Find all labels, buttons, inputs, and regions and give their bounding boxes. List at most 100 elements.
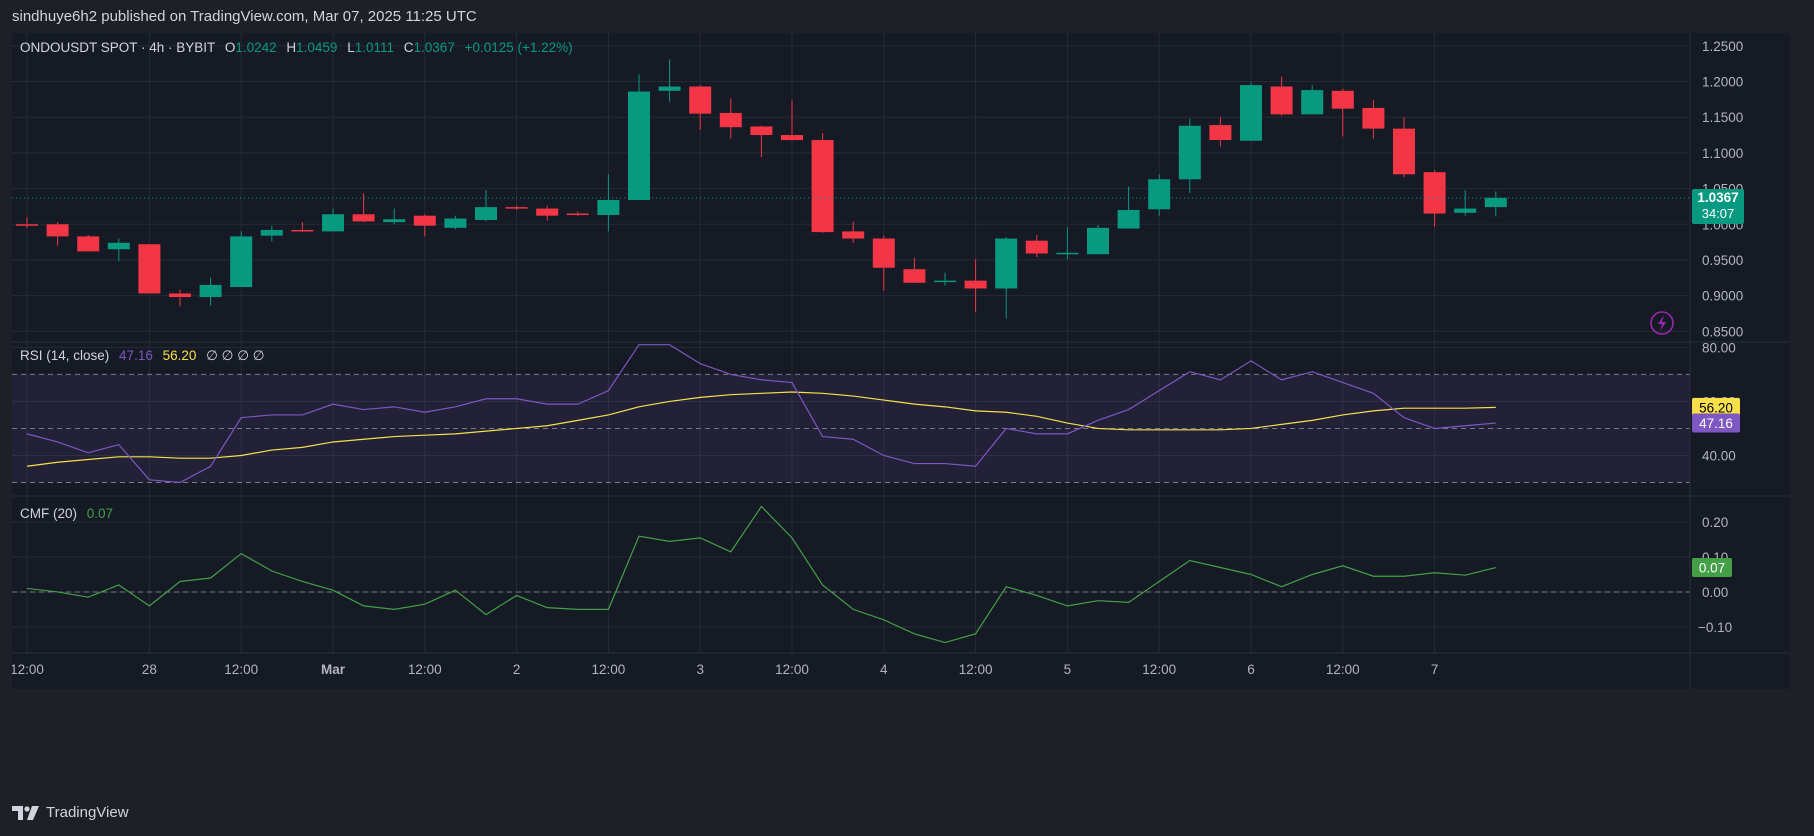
candle-body <box>413 215 436 226</box>
price-tick-label: 1.1000 <box>1702 146 1743 161</box>
candle <box>811 132 834 233</box>
candle-body <box>995 238 1018 289</box>
candle <box>964 259 987 313</box>
time-tick-label: 3 <box>696 662 704 677</box>
candle-body <box>1331 90 1354 109</box>
candle-body <box>1209 125 1232 141</box>
candle <box>1056 227 1079 260</box>
price-tick-label: 1.1500 <box>1702 110 1743 125</box>
candle <box>230 231 253 288</box>
candle <box>77 234 100 252</box>
rsi-title[interactable]: RSI (14, close) <box>20 348 109 363</box>
candle <box>872 235 895 291</box>
rsi-ma-tag: 56.20 <box>1692 397 1740 417</box>
low-label: L <box>347 40 355 55</box>
candle-body <box>1025 240 1048 254</box>
candle-body <box>230 236 253 288</box>
candle <box>842 221 865 243</box>
lightning-icon[interactable] <box>1650 311 1674 335</box>
time-tick-label: 2 <box>513 662 521 677</box>
price-tick-label: 1.2500 <box>1702 39 1743 54</box>
publisher-header: sindhuye6h2 published on TradingView.com… <box>12 8 477 25</box>
tradingview-brand[interactable]: TradingView <box>46 804 129 821</box>
candle <box>719 98 742 139</box>
candle <box>291 222 314 233</box>
candle <box>260 225 283 242</box>
candle-body <box>1270 86 1293 115</box>
candle-body <box>1240 85 1262 141</box>
time-tick-label: 6 <box>1247 662 1255 677</box>
candle-body <box>658 86 681 91</box>
low-value: 1.0111 <box>355 40 394 55</box>
cmf-line <box>26 505 1496 644</box>
candle <box>16 217 38 228</box>
rsi-tag: 47.16 <box>1692 413 1740 433</box>
cmf-title[interactable]: CMF (20) <box>20 506 77 521</box>
cmf-legend-value: 0.07 <box>87 506 113 521</box>
time-tick-label: 7 <box>1431 662 1439 677</box>
time-tick-label: 12:00 <box>408 662 442 677</box>
candle <box>1270 76 1293 116</box>
candle <box>46 222 69 246</box>
candle-body <box>719 112 742 128</box>
candle <box>444 215 467 230</box>
cmf-tick-label: −0.10 <box>1698 620 1732 635</box>
candle-body <box>1484 197 1507 208</box>
candle <box>199 277 222 306</box>
candle <box>1331 88 1354 137</box>
candle-body <box>16 224 38 226</box>
candle-body <box>781 135 803 141</box>
change-value: +0.0125 (+1.22%) <box>465 40 573 55</box>
candle <box>1393 117 1415 178</box>
candle <box>934 272 956 286</box>
candle <box>475 189 497 222</box>
candle-body <box>1362 107 1385 129</box>
candle-body <box>1117 209 1140 229</box>
candle-body <box>934 280 956 283</box>
grid-lines <box>12 33 1690 653</box>
cmf-series[interactable] <box>26 505 1496 644</box>
time-tick-label: 12:00 <box>224 662 258 677</box>
candle <box>995 237 1018 319</box>
chart-background <box>12 33 1790 689</box>
cmf-legend: CMF (20) 0.07 <box>20 506 113 521</box>
rsi-tick-label: 80.00 <box>1702 340 1736 355</box>
high-label: H <box>286 40 296 55</box>
candle <box>1209 117 1232 147</box>
candle-body <box>842 231 865 239</box>
candle-body <box>138 244 161 294</box>
candle <box>138 244 161 294</box>
candle-body <box>475 207 497 220</box>
rsi-series[interactable] <box>26 344 1496 484</box>
time-tick-label: 12:00 <box>592 662 626 677</box>
cmf-tag: 0.07 <box>1692 558 1732 578</box>
time-tick-label: 12:00 <box>1142 662 1176 677</box>
time-tick-label: 12:00 <box>12 662 44 677</box>
bar-countdown: 34:07 <box>1702 206 1735 221</box>
rsi-line <box>26 344 1496 484</box>
candlestick-series[interactable] <box>16 59 1507 319</box>
rsi-tick-label: 40.00 <box>1702 448 1736 463</box>
candle-body <box>750 126 773 136</box>
symbol-title[interactable]: ONDOUSDT SPOT · 4h · BYBIT <box>20 40 215 55</box>
candle-body <box>199 284 222 298</box>
candle-body <box>1454 208 1477 213</box>
candle-body <box>1087 227 1109 255</box>
candle-body <box>1301 90 1324 115</box>
candle <box>750 125 773 158</box>
high-value: 1.0459 <box>296 40 337 55</box>
candle <box>1025 234 1048 258</box>
candle-body <box>1148 179 1171 210</box>
candle-body <box>383 219 406 223</box>
tradingview-logo-icon <box>12 805 39 820</box>
candle <box>689 85 712 131</box>
candle <box>1484 191 1507 217</box>
cmf-tick-label: 0.20 <box>1702 515 1728 530</box>
candle <box>536 205 559 221</box>
rsi-ma-legend-value: 56.20 <box>163 348 197 363</box>
open-label: O <box>225 40 236 55</box>
candle <box>107 238 130 262</box>
trading-chart[interactable]: 12:00 28 12:00 Mar 12:00 2 12:00 3 12:00 4 12:00 5 1… <box>12 33 1790 689</box>
candle-body <box>811 140 834 233</box>
cmf-tag-value: 0.07 <box>1699 561 1725 576</box>
